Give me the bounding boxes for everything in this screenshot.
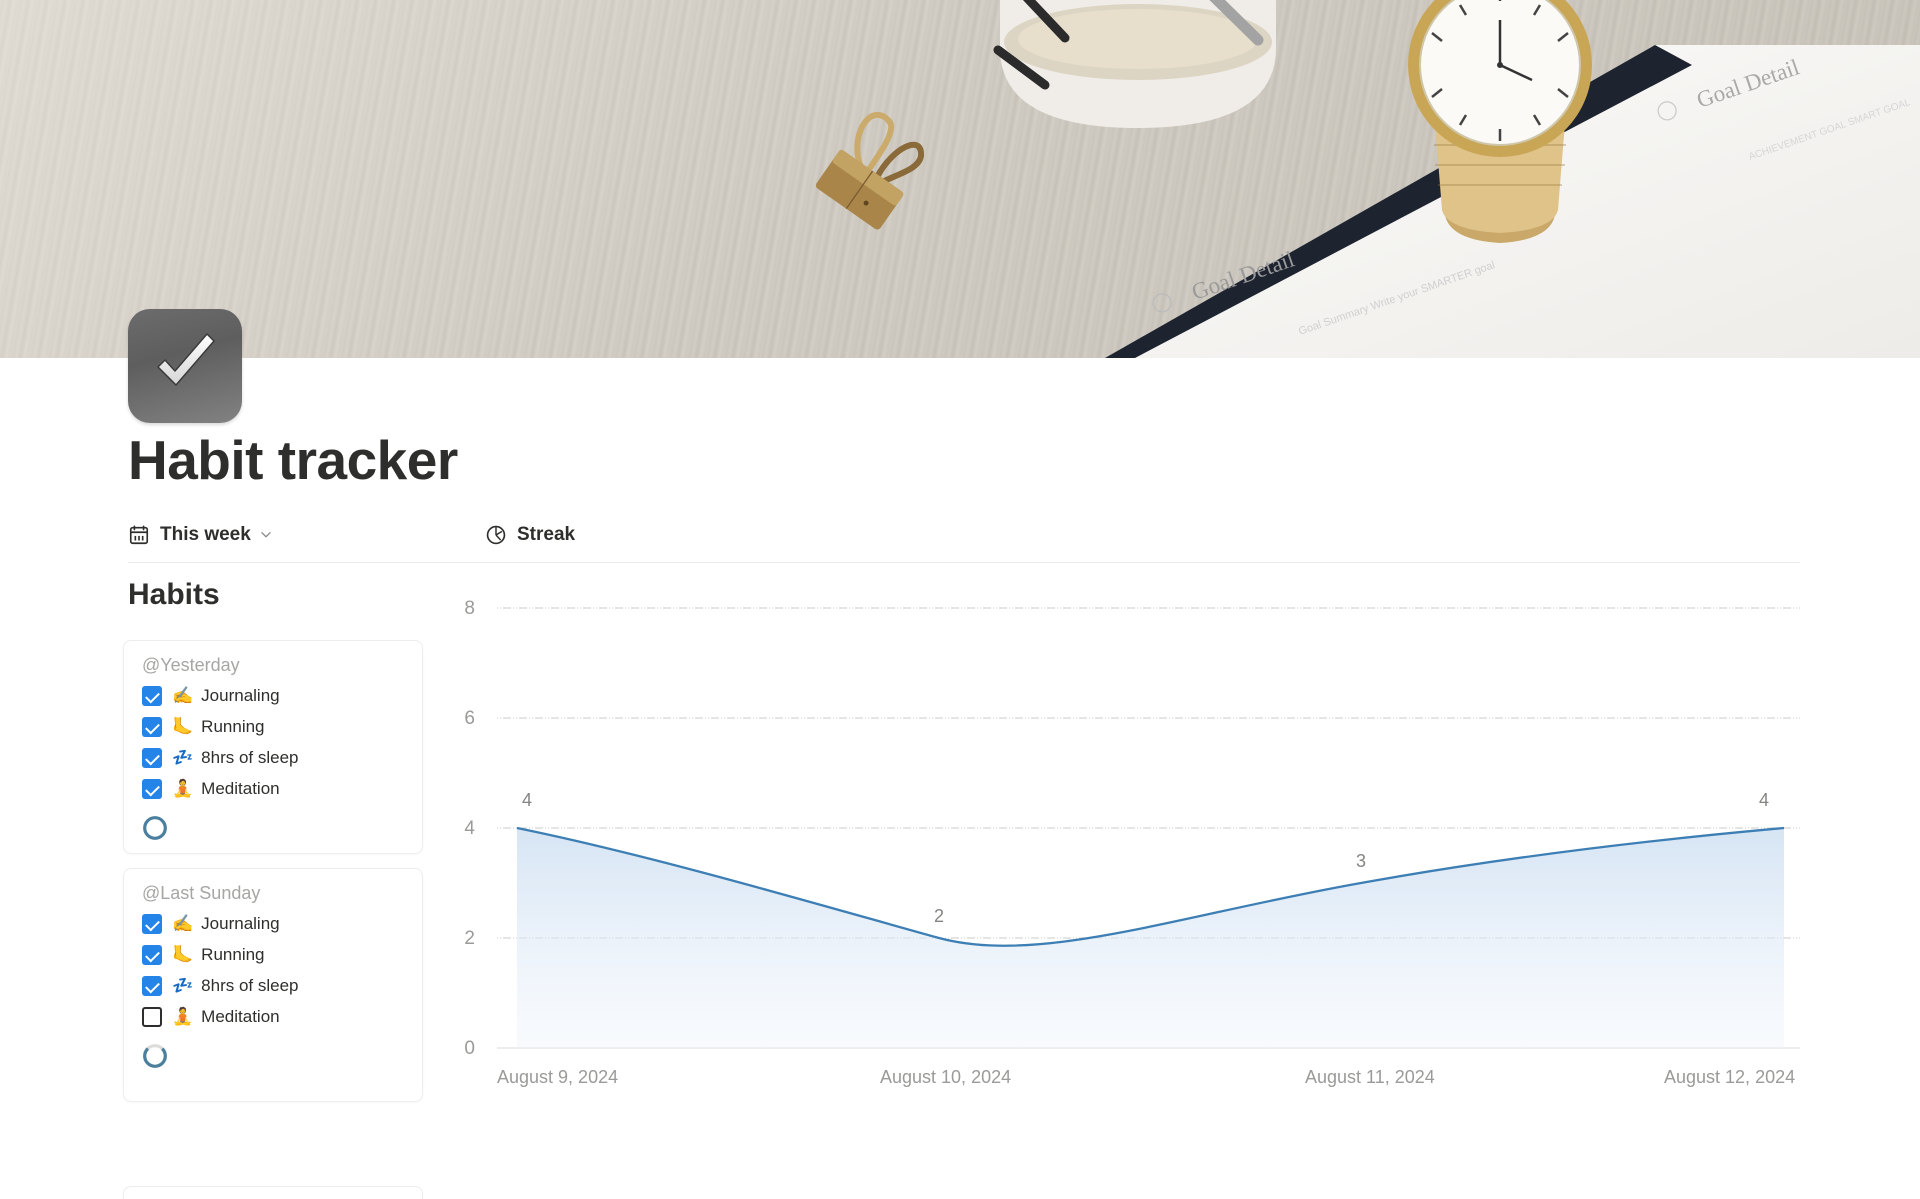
svg-text:4: 4 <box>464 818 475 839</box>
svg-text:2: 2 <box>934 906 944 926</box>
svg-text:August 9, 2024: August 9, 2024 <box>497 1067 618 1087</box>
svg-text:8: 8 <box>464 598 475 619</box>
svg-text:0: 0 <box>464 1038 475 1059</box>
svg-text:4: 4 <box>522 790 532 810</box>
svg-text:August 12, 2024: August 12, 2024 <box>1664 1067 1795 1087</box>
svg-text:August 10, 2024: August 10, 2024 <box>880 1067 1011 1087</box>
svg-text:6: 6 <box>464 708 475 729</box>
svg-text:4: 4 <box>1759 790 1769 810</box>
svg-text:3: 3 <box>1356 851 1366 871</box>
svg-text:2: 2 <box>464 928 475 949</box>
svg-text:August 11, 2024: August 11, 2024 <box>1305 1067 1435 1087</box>
